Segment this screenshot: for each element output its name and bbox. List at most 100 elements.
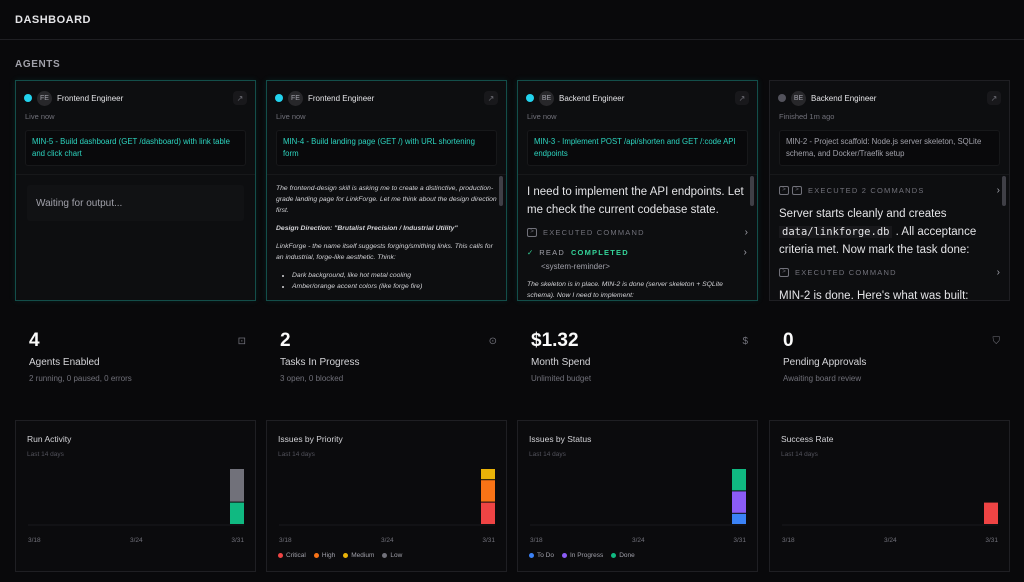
chart-title: Issues by Priority: [278, 434, 343, 444]
legend-label: In Progress: [569, 552, 604, 559]
shield-icon: ⛉: [992, 336, 1001, 347]
live-status-dot: [275, 94, 283, 102]
chart-title: Run Activity: [27, 434, 72, 444]
chart-subtitle: Last 14 days: [278, 451, 315, 458]
output-message: MIN-2 is done. Here's what was built:: [779, 290, 969, 300]
chart-bar-segment: [481, 480, 495, 502]
x-tick-label: 3/18: [28, 537, 41, 544]
stat-agents-enabled[interactable]: 4 Agents Enabled 2 running, 0 paused, 0 er…: [15, 330, 256, 400]
agent-status: Live now: [25, 112, 55, 121]
legend-swatch: [278, 553, 283, 558]
legend-swatch: [382, 553, 388, 558]
chart-bar-segment: [984, 502, 998, 524]
completed-badge: COMPLETED: [570, 248, 629, 257]
chart-title: Success Rate: [781, 434, 834, 444]
x-tick-label: 3/31: [733, 537, 746, 544]
scrollbar[interactable]: [1002, 176, 1006, 206]
chart-bar-segment: [230, 469, 244, 502]
agent-output: The frontend-design skill is asking me t…: [267, 174, 506, 300]
stat-value: 2: [280, 330, 291, 351]
chart-issues-by-status: 3/18 3/24 3/31 Issues by Status Last 14 days…: [517, 420, 758, 572]
scrollbar[interactable]: [499, 176, 503, 206]
chart-bar-segment: [732, 469, 746, 491]
x-tick-label: 3/31: [482, 537, 495, 544]
x-tick-label: 3/24: [884, 537, 897, 544]
agent-card[interactable]: FE Frontend Engineer ↗ Live now MIN-5 - Bu…: [15, 80, 256, 301]
legend-item: High: [313, 552, 335, 559]
executed-command-row[interactable]: > EXECUTED COMMAND ›: [779, 265, 1000, 279]
avatar: BE: [791, 90, 806, 106]
open-external-icon[interactable]: ↗: [987, 91, 1001, 105]
legend-swatch: [561, 553, 567, 558]
system-reminder: <system-reminder>: [541, 262, 610, 271]
agent-card[interactable]: BE Backend Engineer ↗ Finished 1m ago MIN-…: [769, 80, 1010, 301]
executed-command-label: EXECUTED COMMAND: [795, 267, 897, 277]
chart-bar-segment: [481, 469, 495, 480]
avatar: BE: [539, 90, 554, 106]
inline-code: data/linkforge.db: [779, 226, 893, 238]
output-message: I need to implement the API endpoints. L…: [527, 186, 744, 216]
legend-label: Medium: [351, 552, 375, 559]
agent-card[interactable]: FE Frontend Engineer ↗ Live now MIN-4 - Bu…: [266, 80, 507, 301]
legend-item: Medium: [343, 552, 374, 559]
stat-tasks-in-progress[interactable]: 2 Tasks In Progress 3 open, 0 blocked ⊙: [266, 330, 507, 400]
legend-label: Critical: [286, 552, 306, 559]
live-status-dot: [526, 94, 534, 102]
executed-commands-row[interactable]: > > EXECUTED 2 COMMANDS ›: [779, 183, 1000, 197]
agent-card[interactable]: BE Backend Engineer ↗ Live now MIN-3 - Imp…: [517, 80, 758, 301]
legend-swatch: [529, 553, 534, 558]
agent-name: Frontend Engineer: [57, 93, 124, 103]
chart-svg: 3/18 3/24 3/31: [279, 469, 495, 544]
task-link[interactable]: MIN-2 - Project scaffold: Node.js server…: [779, 130, 1000, 166]
x-tick-label: 3/18: [530, 537, 543, 544]
scrollbar[interactable]: [750, 176, 754, 206]
output-bullet: Amber/orange accent colors (like forge f…: [292, 281, 497, 292]
task-link[interactable]: MIN-4 - Build landing page (GET /) with …: [276, 130, 497, 166]
circle-dot-icon: ⊙: [488, 336, 497, 347]
stat-label: Pending Approvals: [783, 357, 867, 368]
idle-status-dot: [778, 94, 786, 102]
chart-svg: 3/18 3/24 3/31: [28, 469, 244, 544]
read-row[interactable]: ✓ READ COMPLETED ›: [527, 247, 748, 258]
chart-run-activity: 3/18 3/24 3/31 Run Activity Last 14 days: [15, 420, 256, 572]
chart-legend: To Do In Progress Done: [529, 552, 635, 559]
message-text: Server starts cleanly and creates: [779, 208, 947, 220]
stat-month-spend[interactable]: $1.32 Month Spend Unlimited budget $: [517, 330, 758, 400]
stat-value: $1.32: [531, 330, 579, 351]
open-external-icon[interactable]: ↗: [233, 91, 247, 105]
task-link[interactable]: MIN-3 - Implement POST /api/shorten and …: [527, 130, 748, 166]
output-heading: Design Direction: "Brutalist Precision /…: [276, 225, 458, 232]
output-message: Server starts cleanly and creates data/l…: [779, 205, 1000, 259]
legend-swatch: [611, 553, 617, 558]
legend-label: Done: [619, 552, 635, 559]
open-external-icon[interactable]: ↗: [484, 91, 498, 105]
legend-item: In Progress: [561, 552, 604, 559]
chart-bar-segment: [732, 491, 746, 513]
open-external-icon[interactable]: ↗: [735, 91, 749, 105]
chart-bar-segment: [732, 513, 746, 524]
stat-value: 0: [783, 330, 794, 351]
stat-pending-approvals[interactable]: 0 Pending Approvals Awaiting board review ⛉: [769, 330, 1010, 400]
output-bullet: Dark background, like hot metal cooling: [292, 270, 497, 281]
x-tick-label: 3/18: [279, 537, 292, 544]
executed-command-row[interactable]: > EXECUTED COMMAND ›: [527, 225, 748, 239]
stat-label: Month Spend: [531, 357, 591, 368]
legend-label: Low: [390, 552, 403, 559]
x-tick-label: 3/24: [130, 537, 143, 544]
legend-item: Low: [382, 552, 402, 559]
legend-item: To Do: [529, 552, 554, 559]
chart-success-rate: 3/18 3/24 3/31 Success Rate Last 14 days: [769, 420, 1010, 572]
stat-label: Tasks In Progress: [280, 357, 360, 368]
executed-commands-label: EXECUTED 2 COMMANDS: [808, 185, 925, 195]
chart-subtitle: Last 14 days: [781, 451, 818, 458]
read-label: READ: [539, 248, 565, 257]
task-link[interactable]: MIN-5 - Build dashboard (GET /dashboard)…: [25, 130, 246, 166]
legend-swatch: [313, 553, 319, 558]
x-tick-label: 3/31: [231, 537, 244, 544]
x-tick-label: 3/18: [782, 537, 795, 544]
stat-sub: Unlimited budget: [531, 374, 592, 383]
stat-label: Agents Enabled: [29, 357, 100, 368]
message-text: . All acceptance criteria met. Now mark …: [779, 226, 977, 256]
x-tick-label: 3/24: [632, 537, 645, 544]
chevron-right-icon: ›: [743, 247, 748, 258]
